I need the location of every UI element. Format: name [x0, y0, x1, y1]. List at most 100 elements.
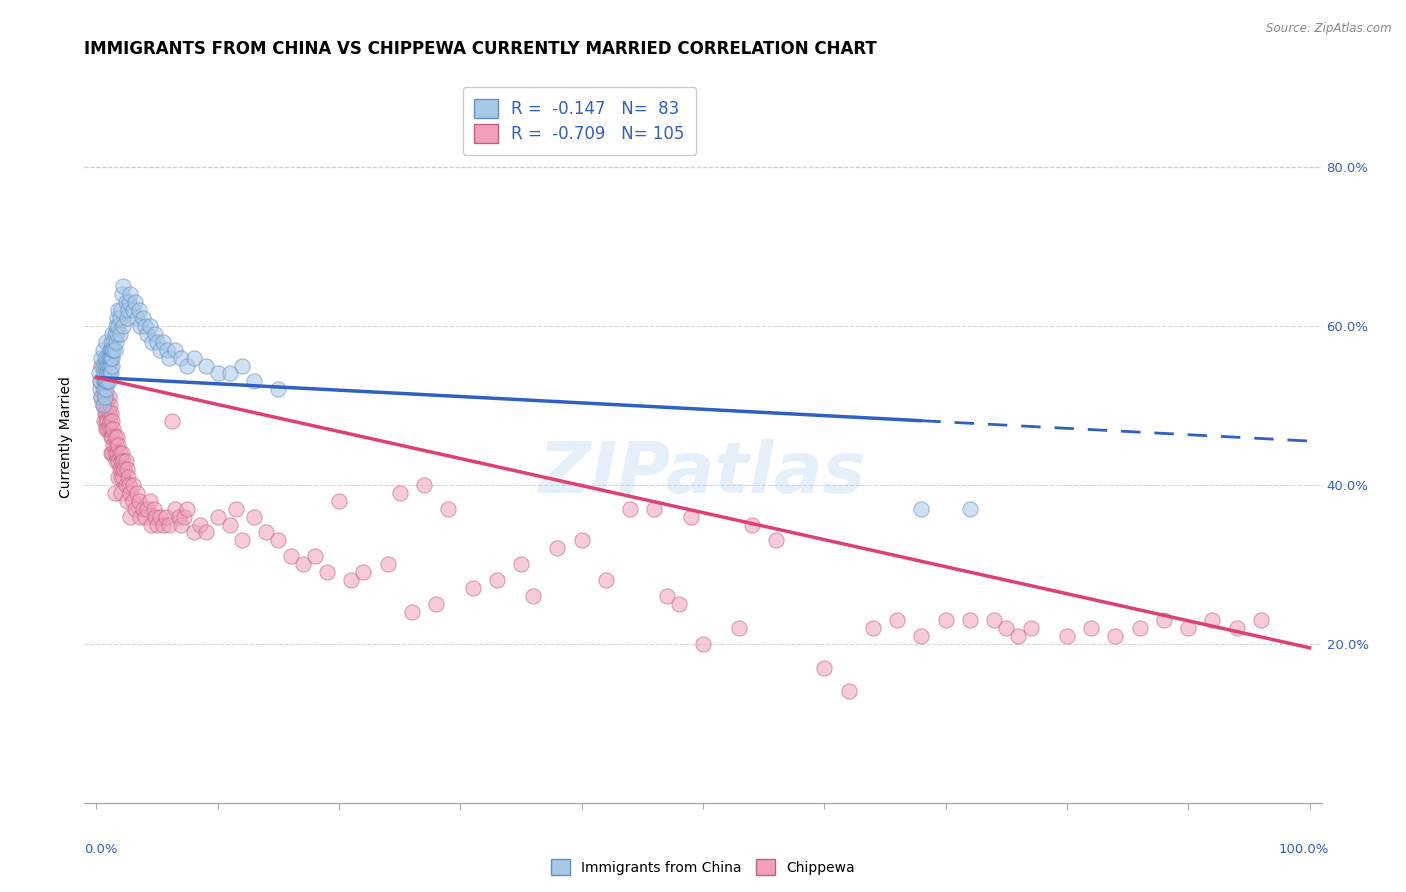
Point	[100, 334, 122, 349]
Point	[103, 334, 125, 349]
Point	[157, 351, 180, 365]
Point	[97, 359, 120, 373]
Point	[173, 509, 195, 524]
Point	[148, 509, 170, 524]
Point	[90, 390, 112, 404]
Point	[120, 509, 142, 524]
Point	[328, 493, 350, 508]
Point	[1177, 621, 1199, 635]
Point	[225, 501, 247, 516]
Point	[1019, 621, 1042, 635]
Point	[910, 501, 932, 516]
Point	[105, 326, 128, 341]
Point	[131, 501, 153, 516]
Point	[96, 383, 118, 397]
Point	[90, 390, 112, 404]
Point	[219, 517, 242, 532]
Point	[129, 509, 152, 524]
Point	[90, 359, 112, 373]
Point	[101, 430, 124, 444]
Point	[668, 597, 690, 611]
Point	[114, 477, 136, 491]
Point	[98, 414, 121, 428]
Point	[983, 613, 1005, 627]
Point	[1104, 629, 1126, 643]
Point	[98, 359, 121, 373]
Point	[188, 517, 211, 532]
Point	[115, 310, 138, 325]
Point	[425, 597, 447, 611]
Point	[231, 359, 253, 373]
Point	[995, 621, 1018, 635]
Point	[110, 485, 132, 500]
Point	[89, 375, 111, 389]
Point	[94, 359, 117, 373]
Point	[93, 390, 115, 404]
Point	[183, 351, 205, 365]
Point	[96, 351, 118, 365]
Point	[728, 621, 751, 635]
Point	[167, 509, 190, 524]
Point	[110, 470, 132, 484]
Point	[117, 470, 139, 484]
Point	[838, 684, 860, 698]
Point	[114, 454, 136, 468]
Point	[107, 454, 129, 468]
Point	[103, 422, 125, 436]
Point	[156, 343, 179, 357]
Point	[98, 367, 121, 381]
Point	[111, 462, 134, 476]
Point	[741, 517, 763, 532]
Point	[97, 406, 120, 420]
Point	[94, 398, 117, 412]
Point	[207, 367, 229, 381]
Point	[388, 485, 411, 500]
Point	[112, 462, 135, 476]
Point	[219, 367, 242, 381]
Point	[340, 573, 363, 587]
Point	[437, 501, 460, 516]
Point	[91, 383, 114, 397]
Legend: Immigrants from China, Chippewa: Immigrants from China, Chippewa	[546, 854, 860, 880]
Point	[377, 558, 399, 572]
Point	[96, 414, 118, 428]
Point	[401, 605, 423, 619]
Point	[104, 485, 127, 500]
Point	[96, 375, 118, 389]
Point	[93, 375, 115, 389]
Point	[136, 326, 159, 341]
Point	[194, 359, 217, 373]
Point	[120, 287, 142, 301]
Point	[100, 446, 122, 460]
Point	[101, 359, 124, 373]
Point	[96, 414, 118, 428]
Point	[91, 398, 114, 412]
Point	[176, 501, 198, 516]
Point	[134, 318, 156, 333]
Point	[110, 454, 132, 468]
Point	[546, 541, 568, 556]
Point	[141, 334, 163, 349]
Text: 100.0%: 100.0%	[1278, 843, 1329, 856]
Point	[134, 509, 156, 524]
Point	[111, 446, 134, 460]
Point	[143, 509, 166, 524]
Point	[98, 343, 121, 357]
Point	[655, 589, 678, 603]
Point	[105, 446, 128, 460]
Point	[87, 367, 110, 381]
Point	[959, 613, 981, 627]
Point	[93, 367, 115, 381]
Point	[267, 533, 290, 548]
Point	[89, 383, 111, 397]
Point	[90, 351, 112, 365]
Text: ZIPatlas: ZIPatlas	[540, 439, 866, 508]
Point	[100, 406, 122, 420]
Point	[107, 470, 129, 484]
Point	[96, 359, 118, 373]
Point	[124, 501, 146, 516]
Point	[160, 414, 183, 428]
Point	[139, 493, 162, 508]
Text: 0.0%: 0.0%	[84, 843, 118, 856]
Point	[96, 406, 118, 420]
